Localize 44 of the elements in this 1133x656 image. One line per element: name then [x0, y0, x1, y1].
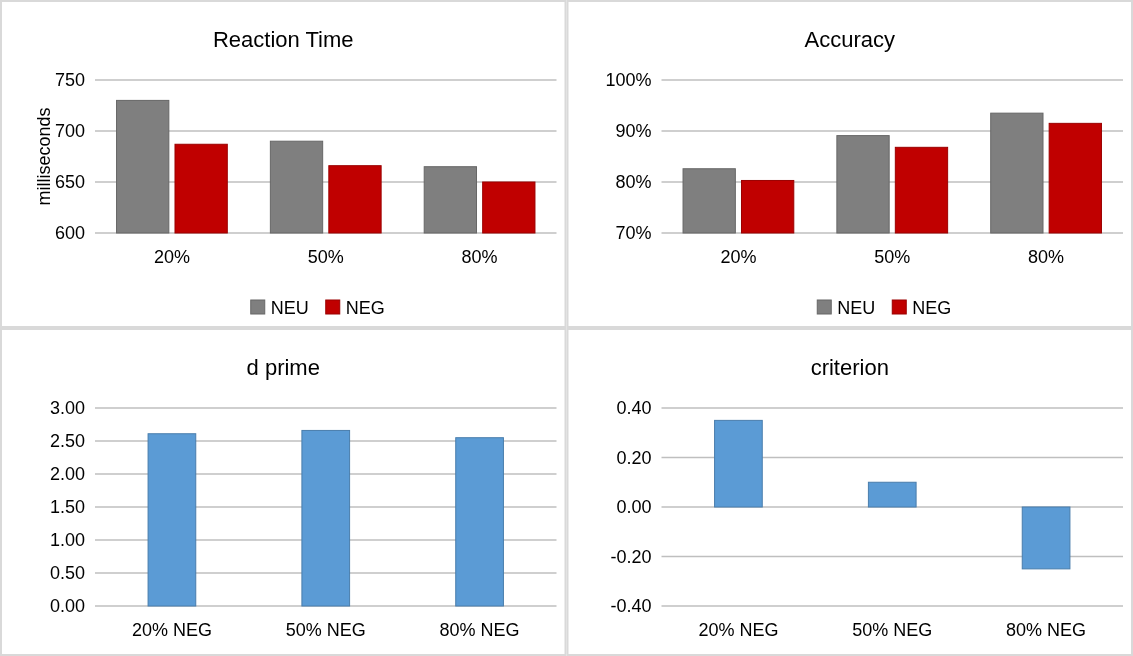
y-tick-label: 80%	[615, 172, 652, 193]
bar	[1021, 506, 1071, 570]
legend-label: NEU	[837, 298, 876, 319]
y-tick-label: 0.40	[616, 398, 652, 419]
y-tick-label: 1.00	[49, 530, 85, 551]
legend-label: NEG	[912, 298, 952, 319]
y-tick-label: 650	[54, 172, 85, 193]
y-tick-label: 70%	[615, 223, 652, 244]
legend-label: NEG	[345, 298, 385, 319]
chart-title: Accuracy	[804, 27, 895, 52]
y-tick-label: 2.50	[49, 431, 85, 452]
y-tick-label: 0.20	[616, 447, 652, 468]
y-tick-label: -0.20	[610, 546, 652, 567]
x-tick-label: 80%	[461, 247, 498, 267]
y-tick-label: 750	[54, 70, 85, 91]
y-tick-label: 90%	[615, 121, 652, 142]
x-tick-label: 20%	[720, 247, 757, 267]
y-tick-label: 0.00	[616, 497, 652, 518]
legend-label: NEU	[270, 298, 309, 319]
x-tick-label: 80% NEG	[1006, 620, 1087, 640]
x-tick-label: 80%	[1028, 247, 1065, 267]
bar	[714, 419, 763, 508]
y-axis-title: milliseconds	[34, 107, 54, 206]
x-tick-label: 20% NEG	[698, 620, 779, 640]
y-tick-label: 600	[54, 223, 85, 244]
chart-title: Reaction Time	[212, 27, 354, 52]
y-tick-label: 100%	[605, 70, 652, 91]
y-tick-label: 0.00	[49, 596, 85, 617]
y-tick-label: -0.40	[610, 596, 652, 617]
y-tick-label: 0.50	[49, 563, 85, 584]
bar	[867, 481, 917, 508]
y-tick-label: 1.50	[49, 497, 85, 518]
x-tick-label: 50% NEG	[852, 620, 933, 640]
x-tick-label: 50%	[307, 247, 344, 267]
chart-title: criterion	[810, 355, 889, 380]
y-tick-label: 2.00	[49, 464, 85, 485]
y-tick-label: 700	[54, 121, 85, 142]
x-tick-label: 20%	[153, 247, 190, 267]
x-tick-label: 20% NEG	[131, 620, 212, 640]
x-tick-label: 80% NEG	[439, 620, 520, 640]
x-tick-label: 50%	[874, 247, 911, 267]
x-tick-label: 50% NEG	[285, 620, 366, 640]
y-tick-label: 3.00	[49, 398, 85, 419]
chart-title: d prime	[246, 355, 320, 380]
